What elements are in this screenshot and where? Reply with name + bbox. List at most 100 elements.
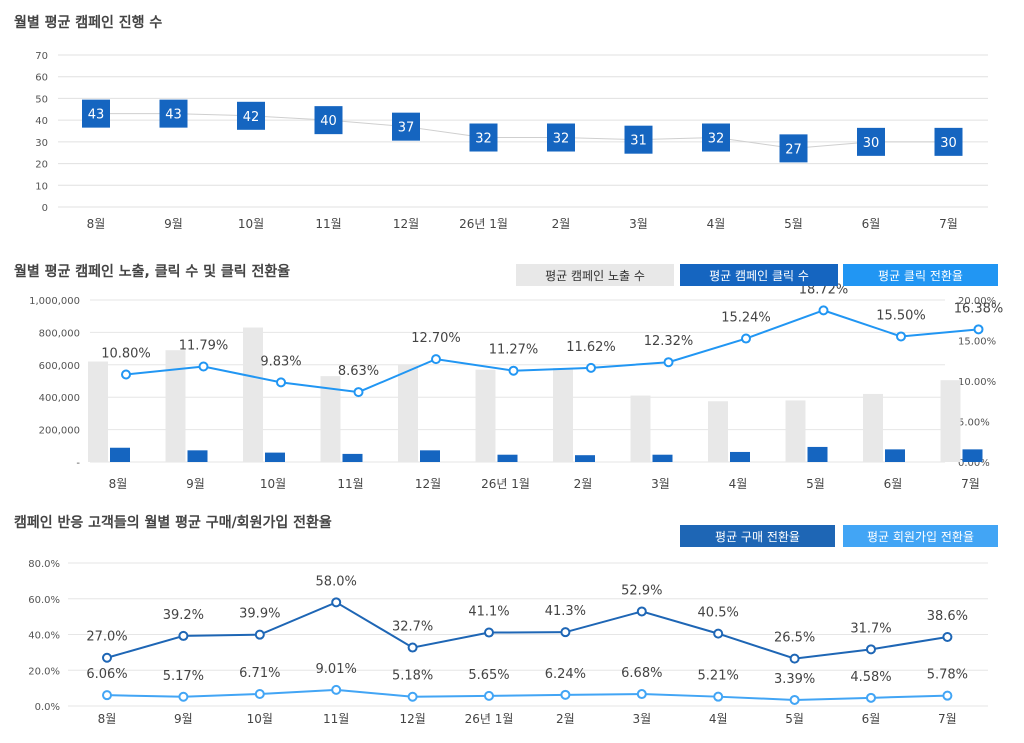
chart2-rate-line <box>125 309 979 394</box>
chart2-bar-clicks <box>807 446 828 462</box>
chart3-ytick-label: 20.0% <box>28 666 60 677</box>
chart1-xtick-label: 12월 <box>393 217 419 231</box>
chart2-legend-label: 평균 캠페인 클릭 수 <box>709 269 809 283</box>
chart2-rate-label: 11.27% <box>489 343 539 358</box>
chart3-data-label: 26.5% <box>774 631 815 646</box>
chart2-bar-clicks <box>575 455 595 462</box>
chart2-rate-label: 16.38% <box>954 301 1004 316</box>
chart1-xtick-label: 26년 1월 <box>459 217 508 231</box>
chart3-data-label: 6.24% <box>545 667 586 682</box>
chart1-data-label: 42 <box>243 110 260 125</box>
chart2-legend-swatch <box>843 264 998 286</box>
chart3-ytick-label: 40.0% <box>28 631 60 642</box>
chart3-data-point <box>484 627 494 638</box>
chart2-bar-impressions <box>165 350 186 462</box>
chart2-rate-point <box>353 387 364 398</box>
chart1-data-point <box>857 127 885 156</box>
chart3-data-label: 40.5% <box>698 606 739 621</box>
chart3-legend-label: 평균 구매 전환율 <box>715 530 800 544</box>
chart2-bar-clicks <box>187 450 208 462</box>
chart1-data-label: 32 <box>553 132 570 147</box>
chart2-bar-impressions <box>940 380 961 462</box>
chart3-legend-label: 평균 회원가입 전환율 <box>867 530 974 544</box>
chart2-bar-impressions <box>88 361 108 462</box>
chart2-xtick-label: 7월 <box>961 477 980 491</box>
chart1-data-label: 43 <box>88 108 105 123</box>
chart3-data-label: 5.17% <box>163 669 204 684</box>
chart3-xtick-label: 26년 1월 <box>465 712 514 726</box>
chart3-xtick-label: 3월 <box>632 712 651 726</box>
chart3-data-label: 52.9% <box>621 583 662 598</box>
chart3-data-point <box>866 692 876 703</box>
chart3-xtick-label: 11월 <box>323 712 349 726</box>
chart2-xtick-label: 9월 <box>186 477 205 491</box>
chart2-y2tick-label: 15.00% <box>958 337 996 348</box>
chart2-bar-clicks <box>342 453 363 462</box>
chart1-data-label: 31 <box>630 134 647 149</box>
chart2-rate-point <box>508 365 519 376</box>
chart2-bar-impressions <box>475 369 496 462</box>
chart3-data-point <box>407 642 418 653</box>
chart1-xtick-label: 4월 <box>707 217 726 231</box>
chart3-xtick-label: 8월 <box>98 712 117 726</box>
chart2-bar-impressions <box>553 368 573 462</box>
chart3-data-label: 32.7% <box>392 620 433 635</box>
chart2-bar-impressions <box>630 395 651 462</box>
chart1-ytick-label: 0 <box>42 203 48 214</box>
chart2-xtick-label: 11월 <box>337 477 363 491</box>
chart1-ytick-label: 60 <box>35 73 48 84</box>
chart3-data-point <box>636 689 647 700</box>
chart2-xtick-label: 6월 <box>884 477 903 491</box>
chart3-data-point <box>789 653 800 664</box>
chart2-bar-impressions <box>320 376 341 462</box>
chart2-bar-clicks <box>497 454 518 462</box>
chart2-rate-point <box>663 357 674 368</box>
chart2-legend-swatch <box>680 264 838 286</box>
chart2-bar-clicks <box>962 449 983 462</box>
chart3-data-point <box>866 644 876 655</box>
chart2-y2tick-label: 20.00% <box>958 296 996 307</box>
chart1-data-point <box>469 123 498 152</box>
chart3-series-line <box>106 688 948 701</box>
chart3-data-label: 41.3% <box>545 604 586 619</box>
chart1-data-point <box>82 99 110 128</box>
chart2-legend-label: 평균 캠페인 노출 수 <box>545 269 645 283</box>
chart2-bar-impressions <box>863 393 883 462</box>
chart3-data-label: 6.71% <box>239 666 280 681</box>
chart1-ytick-label: 10 <box>35 181 48 192</box>
chart2-rate-label: 15.24% <box>721 311 771 326</box>
chart2-rate-point <box>121 369 131 380</box>
chart3-data-label: 39.9% <box>239 607 280 622</box>
chart3-xtick-label: 5월 <box>785 712 804 726</box>
chart3-xtick-label: 12월 <box>399 712 425 726</box>
chart2-xtick-label: 8월 <box>109 477 128 491</box>
chart3-data-label: 39.2% <box>163 608 204 623</box>
chart2-bar-clicks <box>652 454 673 462</box>
chart2-y2tick-label: 5.00% <box>958 418 990 429</box>
chart3-data-point <box>331 597 342 608</box>
chart1-data-label: 43 <box>165 108 182 123</box>
chart2-bar-clicks <box>265 452 285 462</box>
chart1-xtick-label: 3월 <box>629 217 648 231</box>
chart1-data-point <box>702 123 730 152</box>
chart1-data-point <box>779 134 808 163</box>
chart2-bar-clicks <box>885 449 905 462</box>
chart2-rate-point <box>431 354 441 365</box>
chart3-data-label: 27.0% <box>86 630 127 645</box>
chart2-bar-clicks <box>730 451 750 462</box>
chart1-data-label: 30 <box>863 136 880 151</box>
chart2-y2tick-label: 10.00% <box>958 377 996 388</box>
chart3-data-point <box>942 632 953 643</box>
chart3-ytick-label: 80.0% <box>28 559 60 570</box>
chart1-data-point <box>624 125 653 154</box>
chart2-rate-label: 11.79% <box>179 339 229 354</box>
chart2-ytick-label: - <box>76 458 80 469</box>
chart1-ytick-label: 40 <box>35 116 48 127</box>
chart1-ytick-label: 20 <box>35 160 48 171</box>
chart2-bar-clicks <box>420 450 440 462</box>
chart3-legend-swatch <box>680 525 835 547</box>
chart2-ytick-label: 1,000,000 <box>29 296 80 307</box>
chart2-bar-impressions <box>785 400 806 462</box>
chart1-series-line <box>96 113 949 149</box>
chart3-data-point <box>407 691 418 702</box>
